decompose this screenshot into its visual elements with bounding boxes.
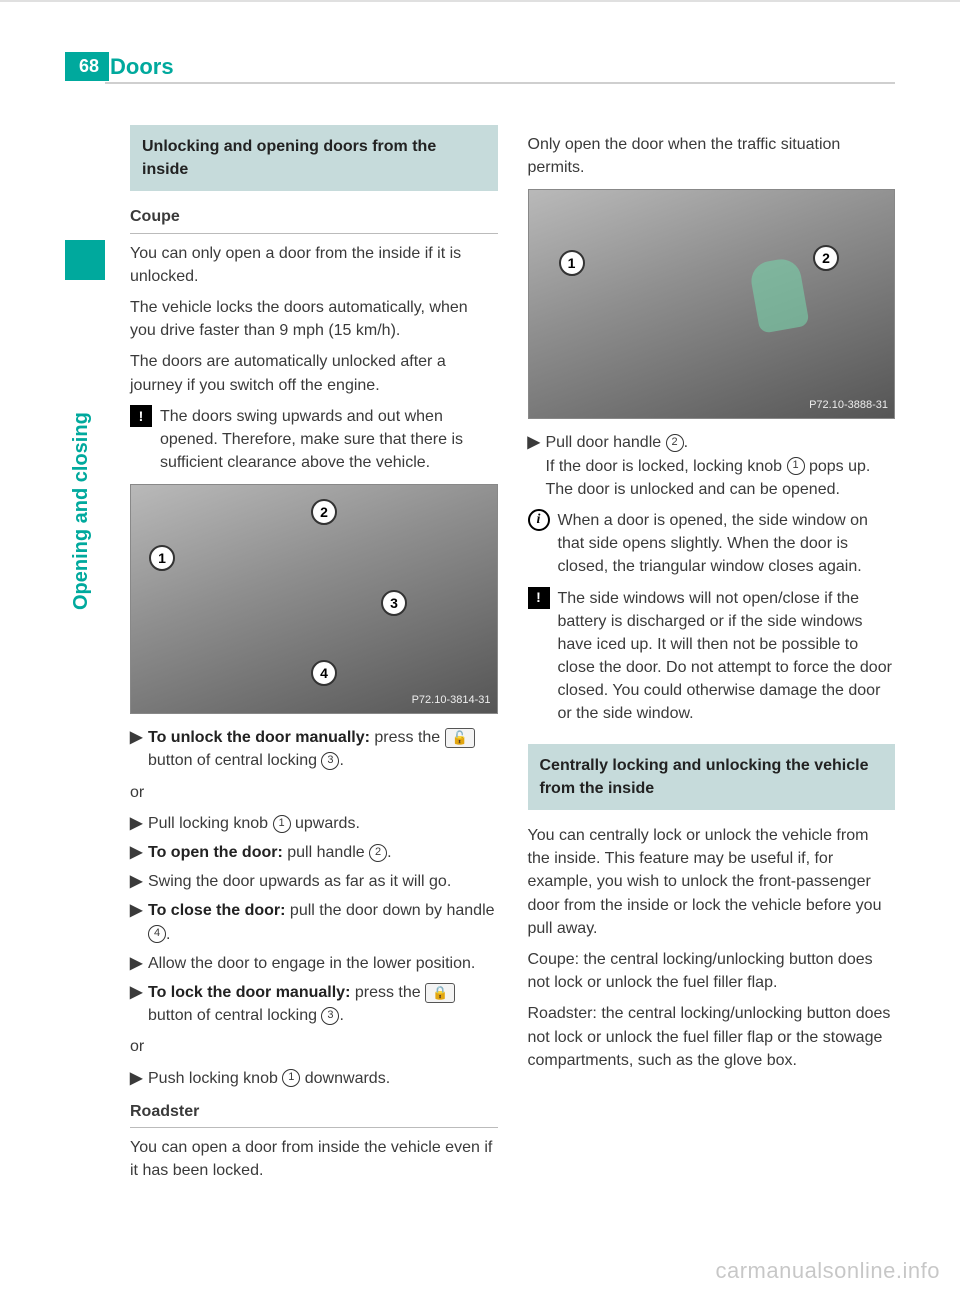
figure-ref: P72.10-3814-31 xyxy=(412,693,491,709)
para: The vehicle locks the doors automaticall… xyxy=(130,296,498,342)
para: You can open a door from inside the vehi… xyxy=(130,1136,498,1182)
step-text: Push locking knob 1 downwards. xyxy=(148,1067,498,1090)
step-marker-icon: ▶ xyxy=(130,812,148,835)
h3-roadster: Roadster xyxy=(130,1100,498,1128)
page-header: 68 Doors xyxy=(0,0,960,95)
para: Only open the door when the traffic situ… xyxy=(528,133,896,179)
ref-1-icon: 1 xyxy=(273,815,291,833)
sidebar-tab xyxy=(65,240,105,280)
step-marker-icon: ▶ xyxy=(130,841,148,864)
page-number: 68 xyxy=(65,52,109,81)
step-text: Pull door handle 2. If the door is locke… xyxy=(546,431,896,501)
callout-1: 1 xyxy=(559,250,585,276)
warning-icon: ! xyxy=(528,587,550,609)
step-close-door: ▶ To close the door: pull the door down … xyxy=(130,899,498,945)
header-rule xyxy=(105,82,895,84)
or-text: or xyxy=(130,781,498,804)
step-lock-manual: ▶ To lock the door manually: press the 🔒… xyxy=(130,981,498,1027)
sidebar-label: Opening and closing xyxy=(70,412,93,610)
step-text: To lock the door manually: press the 🔒 b… xyxy=(148,981,498,1027)
step-text: Swing the door upwards as far as it will… xyxy=(148,870,498,893)
step-text: Allow the door to engage in the lower po… xyxy=(148,952,498,975)
hand-icon xyxy=(748,257,809,335)
warning-icon: ! xyxy=(130,405,152,427)
callout-3: 3 xyxy=(381,590,407,616)
warning-text: The side windows will not open/close if … xyxy=(558,587,896,726)
step-engage: ▶ Allow the door to engage in the lower … xyxy=(130,952,498,975)
ref-1-icon: 1 xyxy=(787,457,805,475)
section-title: Doors xyxy=(110,54,174,80)
step-push-knob: ▶ Push locking knob 1 downwards. xyxy=(130,1067,498,1090)
step-swing: ▶ Swing the door upwards as far as it wi… xyxy=(130,870,498,893)
info-note: i When a door is opened, the side window… xyxy=(528,509,896,579)
step-pull-knob: ▶ Pull locking knob 1 upwards. xyxy=(130,812,498,835)
ref-2-icon: 2 xyxy=(666,434,684,452)
para: Roadster: the central locking/unlocking … xyxy=(528,1002,896,1072)
subheading-unlocking: Unlocking and opening doors from the ins… xyxy=(130,125,498,191)
info-text: When a door is opened, the side window o… xyxy=(558,509,896,579)
para: You can only open a door from the inside… xyxy=(130,242,498,288)
step-marker-icon: ▶ xyxy=(130,952,148,975)
step-marker-icon: ▶ xyxy=(130,899,148,945)
para: The doors are automatically unlocked aft… xyxy=(130,350,498,396)
step-text: To close the door: pull the door down by… xyxy=(148,899,498,945)
warning-note: ! The doors swing upwards and out when o… xyxy=(130,405,498,475)
ref-1-icon: 1 xyxy=(282,1069,300,1087)
step-pull-handle: ▶ Pull door handle 2. If the door is loc… xyxy=(528,431,896,501)
figure-coupe-door: 1 2 3 4 P72.10-3814-31 xyxy=(130,484,498,714)
lock-button-icon: 🔒 xyxy=(425,983,455,1003)
content-body: Unlocking and opening doors from the ins… xyxy=(130,125,895,1232)
info-icon: i xyxy=(528,509,550,531)
callout-1: 1 xyxy=(149,545,175,571)
figure-roadster-door: 1 2 P72.10-3888-31 xyxy=(528,189,896,419)
warning-text: The doors swing upwards and out when ope… xyxy=(160,405,498,475)
step-marker-icon: ▶ xyxy=(130,726,148,772)
step-unlock-manual: ▶ To unlock the door manually: press the… xyxy=(130,726,498,772)
figure-ref: P72.10-3888-31 xyxy=(809,398,888,414)
ref-3-icon: 3 xyxy=(321,1007,339,1025)
unlock-button-icon: 🔓 xyxy=(445,728,475,748)
h3-coupe: Coupe xyxy=(130,205,498,233)
callout-2: 2 xyxy=(813,245,839,271)
ref-2-icon: 2 xyxy=(369,844,387,862)
step-text: Pull locking knob 1 upwards. xyxy=(148,812,498,835)
step-marker-icon: ▶ xyxy=(130,1067,148,1090)
step-marker-icon: ▶ xyxy=(528,431,546,501)
step-open-door: ▶ To open the door: pull handle 2. xyxy=(130,841,498,864)
step-text: To open the door: pull handle 2. xyxy=(148,841,498,864)
step-marker-icon: ▶ xyxy=(130,870,148,893)
step-text: To unlock the door manually: press the 🔓… xyxy=(148,726,498,772)
callout-4: 4 xyxy=(311,660,337,686)
or-text: or xyxy=(130,1035,498,1058)
warning-note: ! The side windows will not open/close i… xyxy=(528,587,896,726)
subheading-central-locking: Centrally locking and unlocking the vehi… xyxy=(528,744,896,810)
para: Coupe: the central locking/unlocking but… xyxy=(528,948,896,994)
ref-3-icon: 3 xyxy=(321,752,339,770)
ref-4-icon: 4 xyxy=(148,925,166,943)
para: You can centrally lock or unlock the veh… xyxy=(528,824,896,940)
watermark: carmanualsonline.info xyxy=(715,1258,940,1284)
step-marker-icon: ▶ xyxy=(130,981,148,1027)
callout-2: 2 xyxy=(311,499,337,525)
